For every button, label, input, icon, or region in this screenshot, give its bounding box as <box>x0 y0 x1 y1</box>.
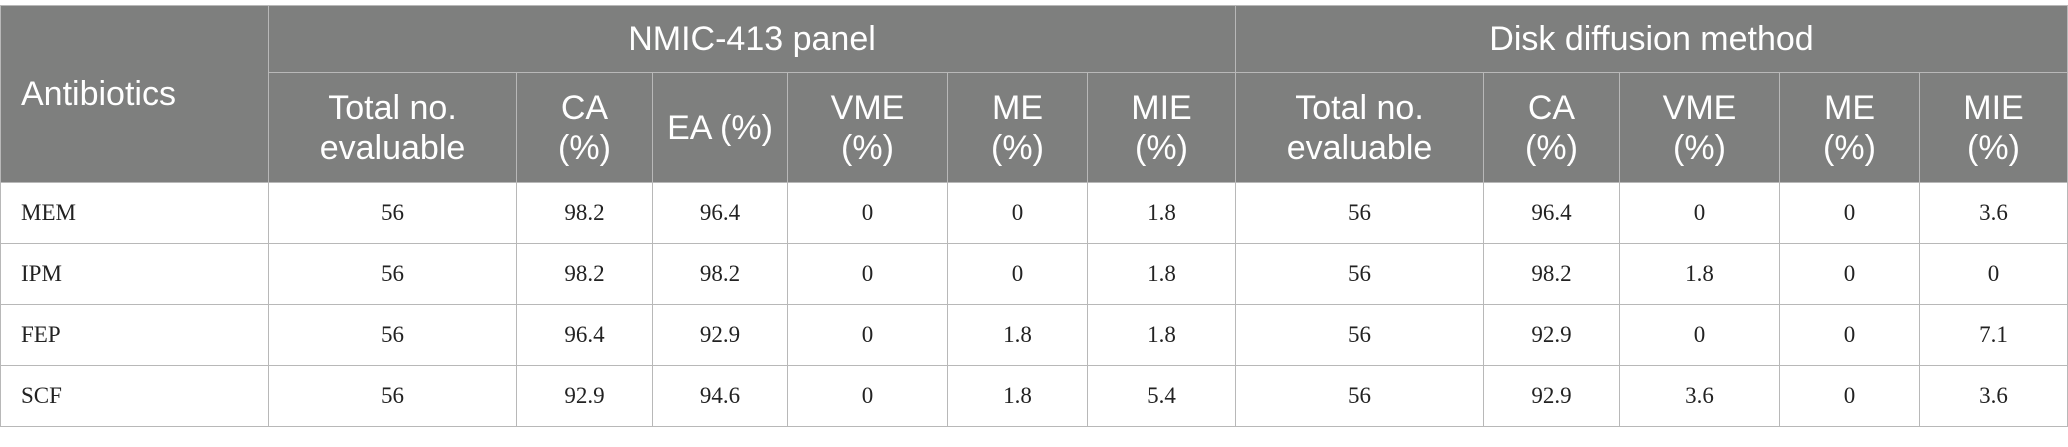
cell-value: 1.8 <box>1087 304 1236 366</box>
results-table: Antibiotics NMIC-413 panel Disk diffusion … <box>0 5 2068 427</box>
cell-value: 3.6 <box>1919 182 2068 244</box>
table-container: Antibiotics NMIC-413 panel Disk diffusion … <box>0 5 2068 427</box>
column-header: VME (%) <box>787 72 948 183</box>
cell-value: 0 <box>787 365 948 427</box>
cell-value: 56 <box>1235 365 1484 427</box>
group-header: NMIC-413 panel <box>268 5 1236 73</box>
column-header: Total no. evaluable <box>268 72 517 183</box>
row-label-header: Antibiotics <box>0 5 269 183</box>
column-header: VME (%) <box>1619 72 1780 183</box>
cell-value: 92.9 <box>1483 304 1620 366</box>
data-row: MEM 56 98.2 96.4 0 0 1.8 56 96.4 0 0 3.6 <box>0 182 2068 244</box>
cell-value: 56 <box>1235 182 1484 244</box>
cell-value: 0 <box>1919 243 2068 305</box>
cell-value: 96.4 <box>516 304 653 366</box>
table-header: Antibiotics NMIC-413 panel Disk diffusion … <box>0 5 2068 183</box>
antibiotic-name: FEP <box>0 304 269 366</box>
data-row: IPM 56 98.2 98.2 0 0 1.8 56 98.2 1.8 0 0 <box>0 243 2068 305</box>
cell-value: 1.8 <box>1087 243 1236 305</box>
cell-value: 0 <box>787 304 948 366</box>
cell-value: 56 <box>268 182 517 244</box>
cell-value: 98.2 <box>1483 243 1620 305</box>
cell-value: 56 <box>268 243 517 305</box>
group-header: Disk diffusion method <box>1235 5 2068 73</box>
cell-value: 3.6 <box>1619 365 1780 427</box>
cell-value: 1.8 <box>1619 243 1780 305</box>
cell-value: 0 <box>947 182 1088 244</box>
cell-value: 98.2 <box>516 243 653 305</box>
data-row: FEP 56 96.4 92.9 0 1.8 1.8 56 92.9 0 0 7.1 <box>0 304 2068 366</box>
column-header: Total no. evaluable <box>1235 72 1484 183</box>
cell-value: 3.6 <box>1919 365 2068 427</box>
antibiotic-name: MEM <box>0 182 269 244</box>
cell-value: 56 <box>1235 304 1484 366</box>
cell-value: 1.8 <box>947 304 1088 366</box>
cell-value: 1.8 <box>947 365 1088 427</box>
cell-value: 0 <box>947 243 1088 305</box>
cell-value: 0 <box>1779 182 1920 244</box>
data-row: SCF 56 92.9 94.6 0 1.8 5.4 56 92.9 3.6 0 3.6 <box>0 365 2068 427</box>
header-row: Total no. evaluable CA (%) EA (%) VME (%) ME… <box>1 72 2068 183</box>
cell-value: 0 <box>787 182 948 244</box>
cell-value: 92.9 <box>652 304 788 366</box>
cell-value: 94.6 <box>652 365 788 427</box>
cell-value: 0 <box>1779 304 1920 366</box>
cell-value: 0 <box>1619 182 1780 244</box>
column-header: MIE (%) <box>1087 72 1236 183</box>
cell-value: 98.2 <box>516 182 653 244</box>
cell-value: 1.8 <box>1087 182 1236 244</box>
column-header: MIE (%) <box>1919 72 2068 183</box>
cell-value: 96.4 <box>1483 182 1620 244</box>
cell-value: 0 <box>1619 304 1780 366</box>
antibiotic-name: SCF <box>0 365 269 427</box>
column-header: CA (%) <box>516 72 653 183</box>
cell-value: 56 <box>268 365 517 427</box>
header-row: Antibiotics NMIC-413 panel Disk diffusion … <box>0 5 2068 183</box>
column-header: ME (%) <box>1779 72 1920 183</box>
table-body: MEM 56 98.2 96.4 0 0 1.8 56 96.4 0 0 3.6 IPM 56 98.2 98… <box>0 182 2068 427</box>
cell-value: 56 <box>1235 243 1484 305</box>
column-header: CA (%) <box>1483 72 1620 183</box>
cell-value: 98.2 <box>652 243 788 305</box>
cell-value: 92.9 <box>1483 365 1620 427</box>
antibiotic-name: IPM <box>0 243 269 305</box>
cell-value: 0 <box>1779 365 1920 427</box>
column-header: ME (%) <box>947 72 1088 183</box>
cell-value: 96.4 <box>652 182 788 244</box>
cell-value: 5.4 <box>1087 365 1236 427</box>
cell-value: 56 <box>268 304 517 366</box>
cell-value: 92.9 <box>516 365 653 427</box>
cell-value: 0 <box>1779 243 1920 305</box>
cell-value: 7.1 <box>1919 304 2068 366</box>
column-header: EA (%) <box>652 72 788 183</box>
cell-value: 0 <box>787 243 948 305</box>
